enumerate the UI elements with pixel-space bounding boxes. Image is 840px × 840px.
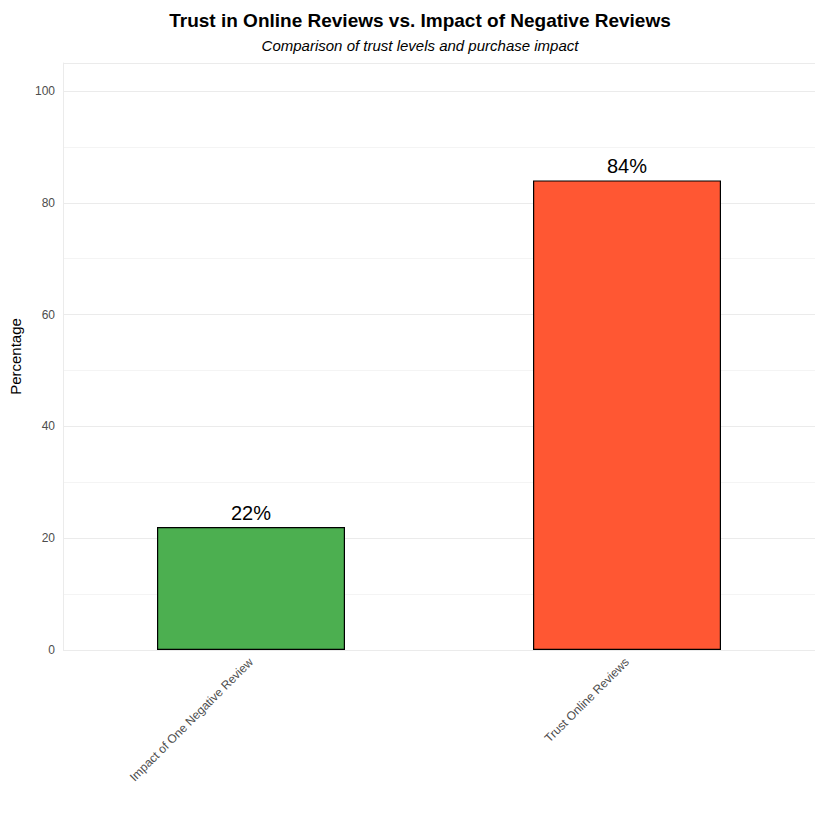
svg-text:Percentage: Percentage [7,318,24,395]
svg-text:100: 100 [35,84,55,98]
svg-text:Impact of One Negative Review: Impact of One Negative Review [127,655,256,784]
svg-text:60: 60 [42,308,56,322]
svg-text:84%: 84% [607,155,647,177]
svg-text:80: 80 [42,196,56,210]
svg-text:Comparison of trust levels and: Comparison of trust levels and purchase … [262,37,580,54]
svg-text:0: 0 [48,643,55,657]
svg-text:22%: 22% [231,502,271,524]
svg-text:Trust Online Reviews: Trust Online Reviews [542,655,632,745]
svg-text:40: 40 [42,419,56,433]
svg-text:20: 20 [42,531,56,545]
svg-text:Trust in Online Reviews vs. Im: Trust in Online Reviews vs. Impact of Ne… [169,10,671,31]
